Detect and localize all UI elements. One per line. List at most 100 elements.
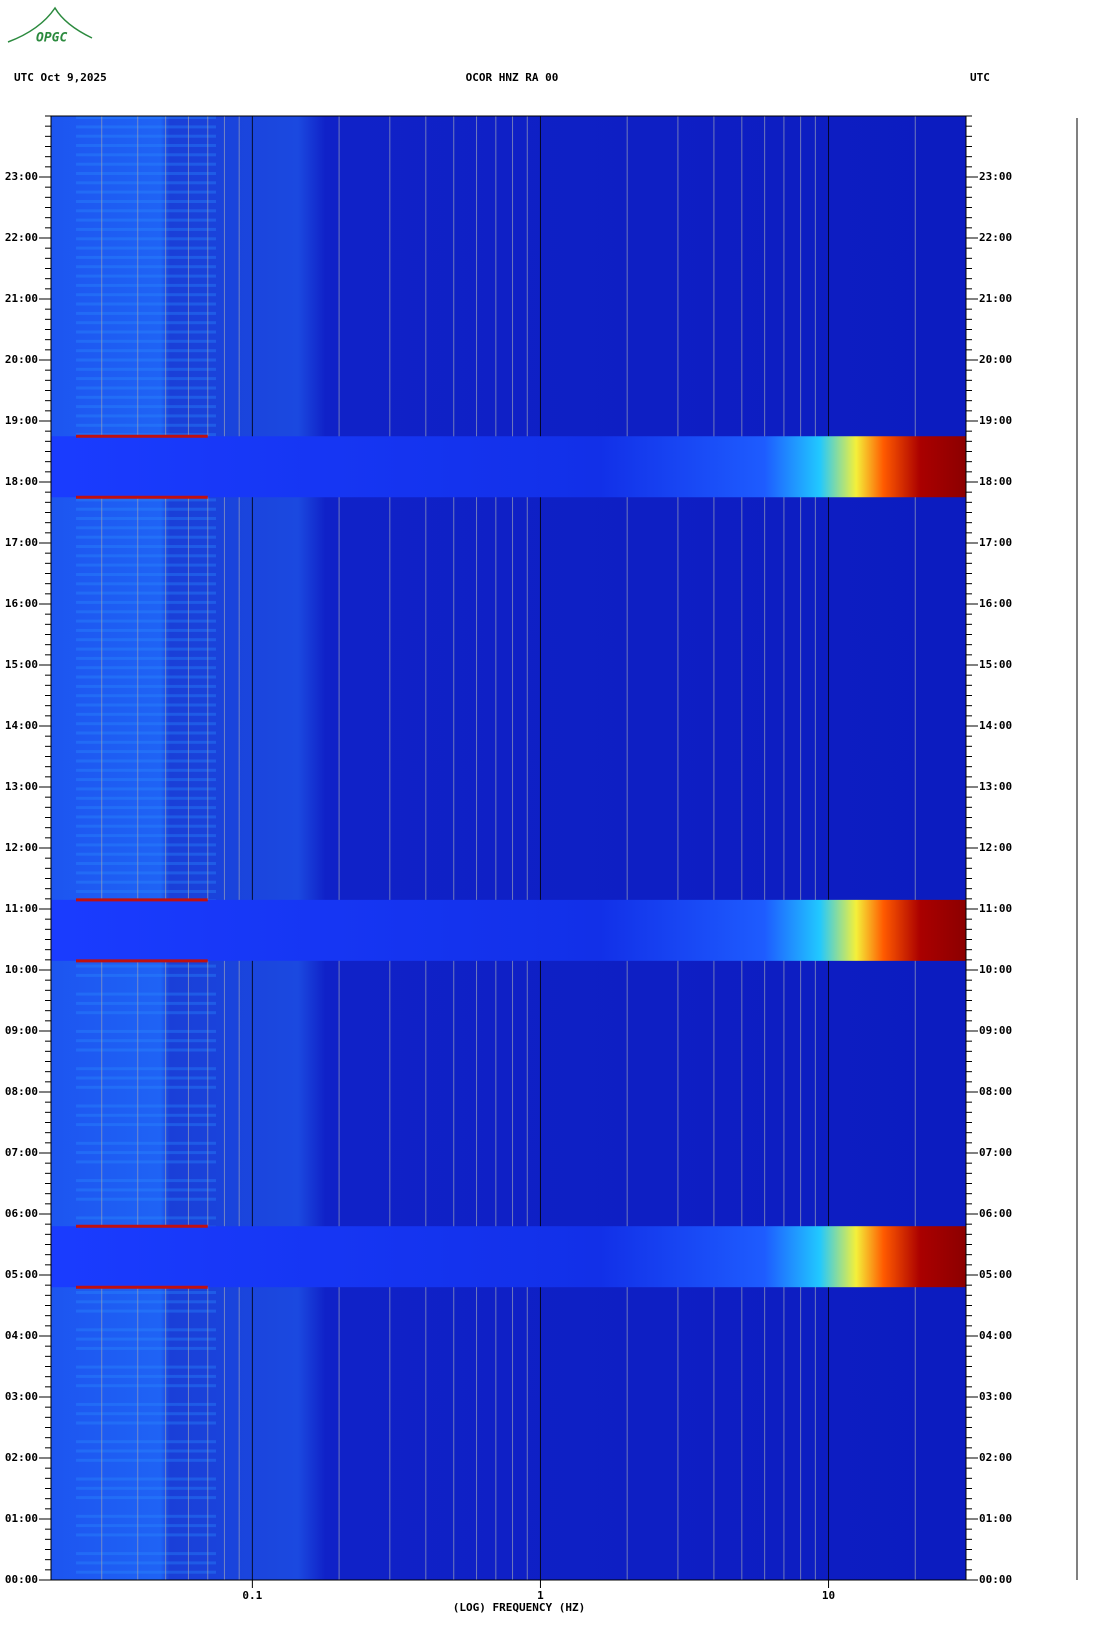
y-tick-label: 03:00 [5,1390,38,1403]
y-tick-label: 02:00 [5,1451,38,1464]
texture-streak [76,1160,216,1164]
spectrogram-background [51,116,966,1580]
y-tick-label: 16:00 [979,597,1012,610]
y-tick-label: 07:00 [5,1146,38,1159]
texture-streak [76,1039,216,1043]
texture-streak [76,750,216,754]
texture-streak [76,1123,216,1127]
texture-streak [76,1076,216,1080]
texture-streak [76,1001,216,1005]
texture-streak [76,545,216,548]
texture-streak [76,200,216,203]
texture-streak [76,498,216,502]
texture-streak [76,125,216,129]
texture-streak [76,190,216,194]
texture-streak [76,1402,216,1406]
logo-mark [7,6,93,43]
y-tick-label: 17:00 [979,536,1012,549]
texture-streak [76,619,216,623]
texture-streak [76,517,216,520]
texture-streak [76,1384,216,1388]
y-tick-label: 15:00 [979,658,1012,671]
y-tick-label: 12:00 [5,841,38,854]
texture-streak [76,862,216,865]
texture-streak [76,330,216,334]
texture-streak [76,871,216,875]
texture-streak [76,535,216,539]
texture-streak [76,610,216,614]
texture-streak [76,600,216,604]
texture-streak [76,1300,216,1304]
texture-streak [76,647,216,651]
texture-streak [76,1533,216,1537]
y-tick-label: 02:00 [979,1451,1012,1464]
texture-streak [76,349,216,353]
texture-streak [76,675,216,679]
x-tick-label: 0.1 [242,1589,262,1602]
texture-streak [76,1365,216,1369]
texture-streak [76,293,216,297]
burst [51,899,966,961]
texture-streak [76,1477,216,1481]
texture-streak [76,638,216,642]
y-tick-label: 15:00 [5,658,38,671]
texture-streak [76,386,216,390]
y-tick-label: 14:00 [5,719,38,732]
texture-streak [76,339,216,343]
texture-streak [76,1141,216,1145]
y-tick-label: 08:00 [979,1085,1012,1098]
texture-streak [76,992,216,996]
texture-streak [76,1337,216,1341]
texture-streak [76,694,216,698]
y-tick-label: 06:00 [979,1207,1012,1220]
texture-streak [76,1085,216,1089]
texture-streak [76,1374,216,1378]
texture-streak [76,181,216,185]
y-tick-label: 18:00 [5,475,38,488]
texture-streak [76,1216,216,1220]
texture-streak [76,302,216,306]
y-tick-label: 12:00 [979,841,1012,854]
texture-streak [76,778,216,782]
y-tick-label: 21:00 [979,292,1012,305]
texture-streak [76,582,216,586]
y-tick-label: 11:00 [979,902,1012,915]
y-tick-label: 23:00 [5,170,38,183]
y-tick-label: 16:00 [5,597,38,610]
y-tick-label: 11:00 [5,902,38,915]
y-tick-label: 10:00 [979,963,1012,976]
texture-streak [76,834,216,838]
texture-streak [76,843,216,847]
texture-streak [76,1524,216,1528]
texture-streak [76,405,216,409]
texture-streak [76,722,216,726]
texture-streak [76,507,216,511]
texture-streak [76,563,216,567]
texture-streak [76,1449,216,1453]
texture-streak [76,423,216,427]
y-tick-label: 20:00 [979,353,1012,366]
texture-streak [76,591,216,595]
y-tick-label: 00:00 [979,1573,1012,1586]
y-tick-label: 05:00 [5,1268,38,1281]
y-tick-label: 13:00 [979,780,1012,793]
texture-streak [76,1421,216,1425]
texture-streak [76,1412,216,1416]
y-tick-label: 08:00 [5,1085,38,1098]
texture-streak [76,433,216,437]
y-tick-label: 07:00 [979,1146,1012,1159]
header-right: UTC [970,71,990,84]
y-tick-label: 22:00 [979,231,1012,244]
texture-streak [76,367,216,371]
texture-streak [76,1346,216,1350]
texture-streak [76,144,216,147]
x-axis-label: (LOG) FREQUENCY (HZ) [453,1601,585,1614]
y-tick-label: 14:00 [979,719,1012,732]
texture-streak [76,666,216,670]
texture-streak [76,134,216,138]
texture-streak [76,153,216,157]
texture-streak [76,796,216,800]
texture-streak [76,274,216,278]
y-tick-label: 19:00 [979,414,1012,427]
texture-streak [76,1029,216,1033]
